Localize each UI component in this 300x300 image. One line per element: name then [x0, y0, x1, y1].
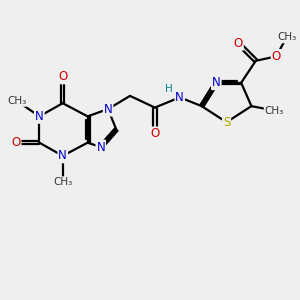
Text: O: O: [234, 37, 243, 50]
Text: CH₃: CH₃: [265, 106, 284, 116]
Text: N: N: [212, 76, 221, 89]
Text: O: O: [150, 128, 160, 140]
Text: O: O: [58, 70, 68, 83]
Text: S: S: [223, 116, 230, 129]
Text: CH₃: CH₃: [53, 177, 72, 187]
Text: N: N: [96, 141, 105, 154]
Text: O: O: [11, 136, 21, 149]
Text: N: N: [35, 110, 44, 123]
Text: CH₃: CH₃: [277, 32, 296, 42]
Text: N: N: [104, 103, 112, 116]
Text: O: O: [272, 50, 281, 63]
Text: H: H: [165, 84, 172, 94]
Text: N: N: [176, 91, 184, 104]
Text: CH₃: CH₃: [7, 96, 26, 106]
Text: N: N: [58, 149, 67, 162]
